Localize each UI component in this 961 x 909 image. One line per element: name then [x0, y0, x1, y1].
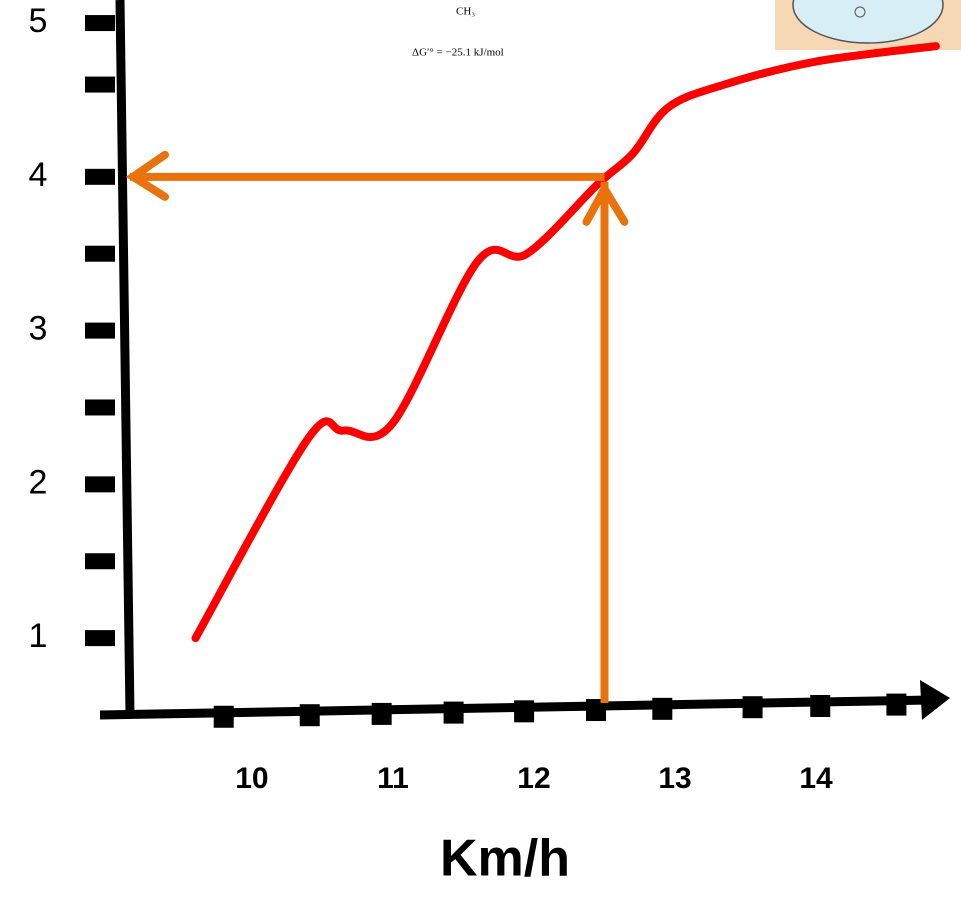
x-tick-mark [652, 698, 672, 720]
x-tick-label: 12 [517, 762, 550, 795]
x-tick-label: 10 [235, 762, 268, 795]
y-axis [120, 0, 130, 715]
y-tick-label: 3 [29, 310, 48, 348]
x-tick-mark [514, 700, 534, 722]
page: {"chart_data": {"type": "line", "notes":… [0, 0, 961, 909]
y-tick-label: 2 [29, 463, 48, 501]
x-axis-arrow [920, 680, 950, 720]
data-line [196, 46, 936, 638]
x-tick-mark [810, 695, 830, 717]
x-tick-mark [886, 694, 906, 716]
x-tick-mark [444, 702, 464, 724]
y-tick-mark [85, 169, 115, 185]
y-tick-mark [85, 77, 115, 93]
x-tick-mark [372, 703, 392, 725]
y-tick-mark [85, 476, 115, 492]
y-tick-label: 1 [29, 617, 48, 655]
x-tick-mark [214, 706, 234, 728]
y-tick-mark [85, 553, 115, 569]
x-tick-mark [300, 704, 320, 726]
y-tick-label: 5 [29, 2, 48, 40]
y-tick-mark [85, 246, 115, 262]
chart: CH₃ ΔG′° = −25.1 kJ/mol Km/h 12345101112… [0, 0, 961, 909]
y-tick-mark [85, 399, 115, 415]
x-tick-mark [743, 696, 763, 718]
y-tick-mark [85, 323, 115, 339]
x-tick-label: 14 [799, 762, 833, 795]
y-tick-mark [85, 630, 115, 646]
x-axis-label: Km/h [440, 830, 570, 888]
chemical-formula: CH₃ [456, 6, 475, 18]
x-tick-label: 13 [658, 762, 691, 795]
y-tick-mark [85, 15, 115, 31]
y-tick-label: 4 [29, 156, 48, 194]
x-tick-label: 11 [377, 762, 409, 795]
free-energy-note: ΔG′° = −25.1 kJ/mol [412, 47, 504, 59]
